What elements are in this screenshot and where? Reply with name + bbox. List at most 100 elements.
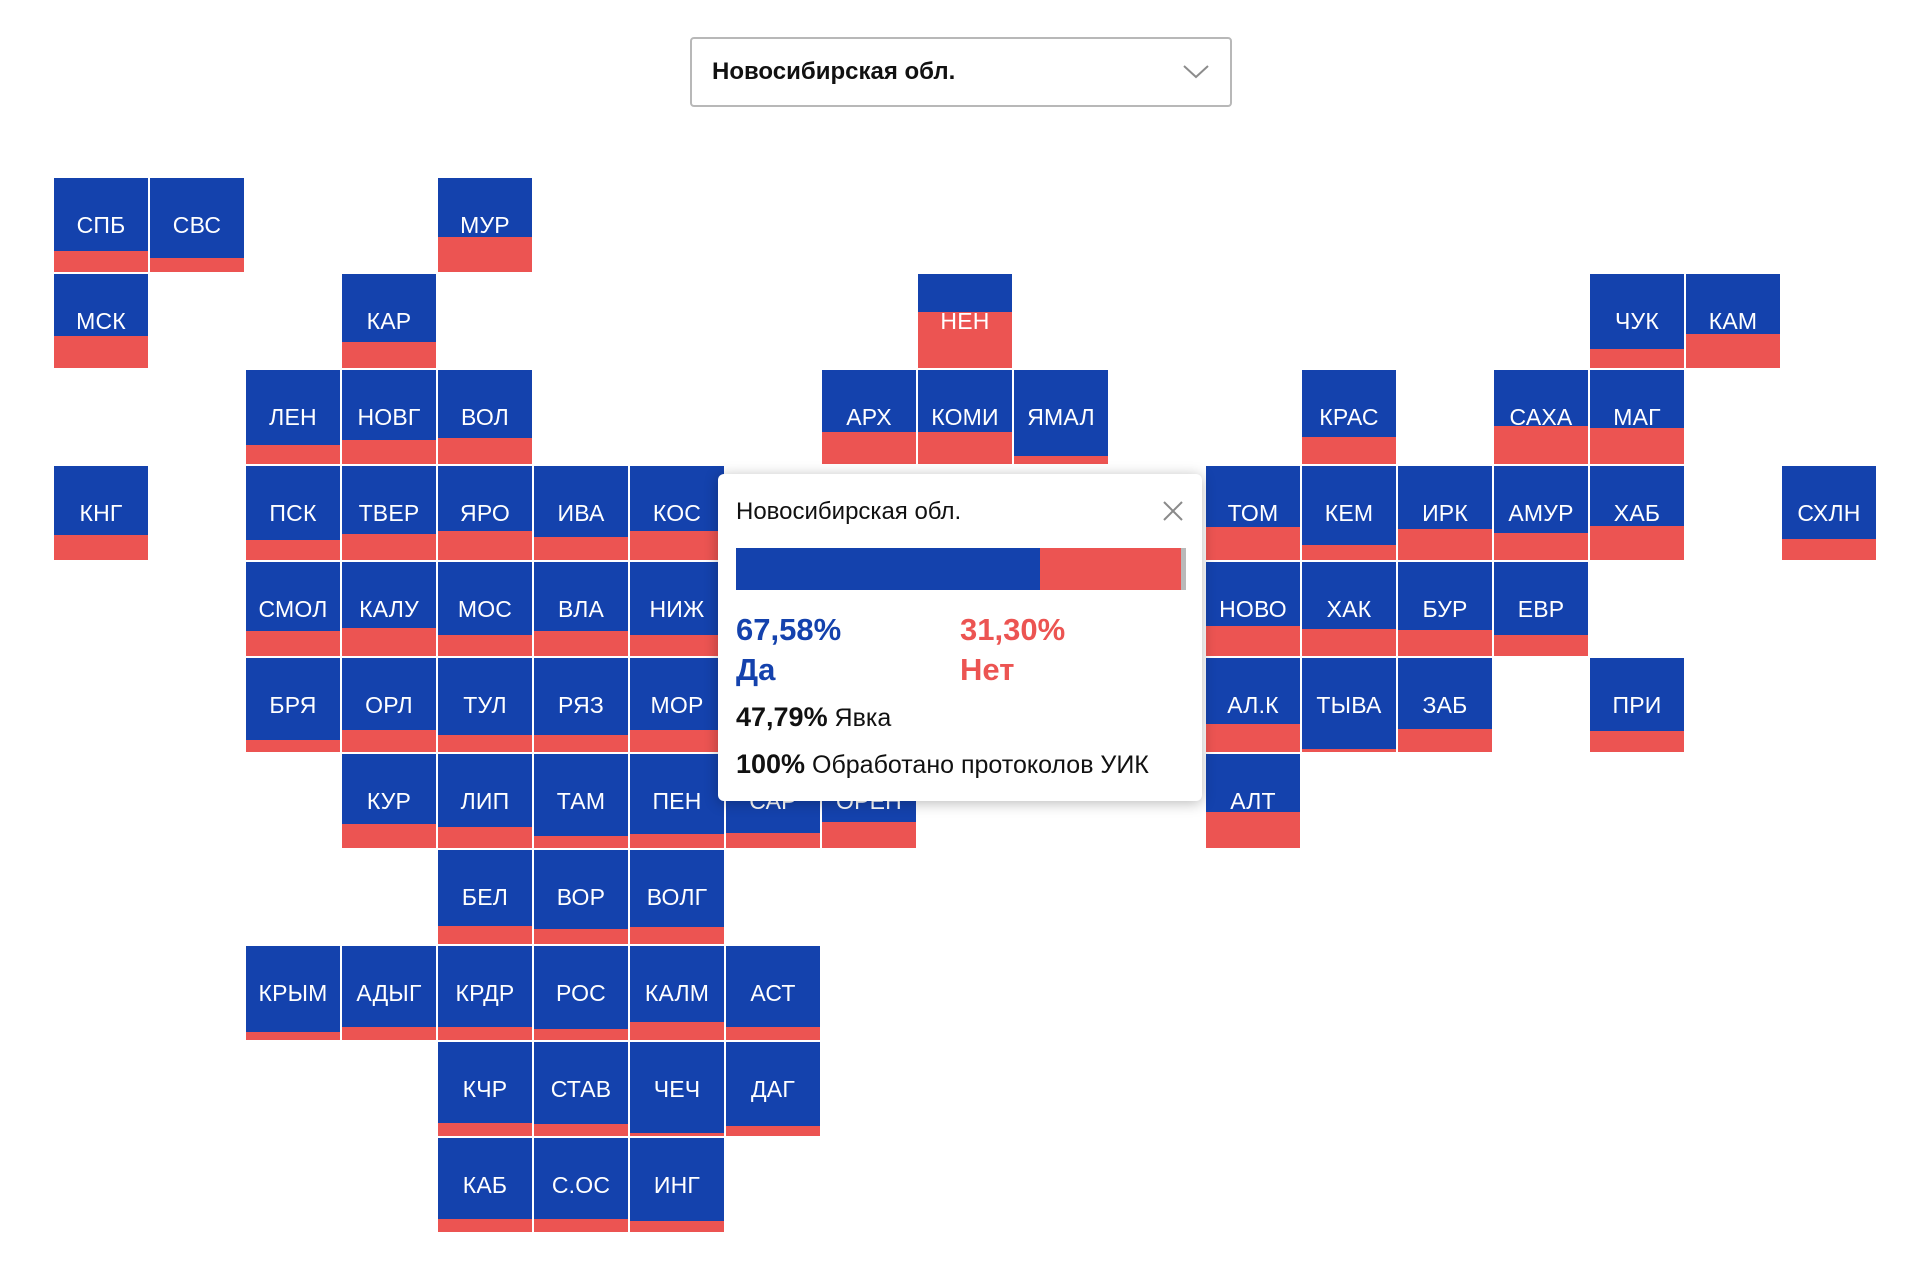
region-code: КОС: [652, 499, 702, 526]
region-tile[interactable]: СТАВ: [534, 1042, 628, 1136]
region-tile[interactable]: НОВО: [1206, 562, 1300, 656]
region-tile[interactable]: САХА: [1494, 370, 1588, 464]
region-tile[interactable]: ЧУК: [1590, 274, 1684, 368]
region-yes-fill: [534, 754, 628, 836]
region-tile[interactable]: ТАМ: [534, 754, 628, 848]
region-yes-fill: [54, 178, 148, 252]
region-tile[interactable]: АДЫГ: [342, 946, 436, 1040]
region-tile[interactable]: ТУЛ: [438, 658, 532, 752]
region-tile[interactable]: КАМ: [1686, 274, 1780, 368]
region-code: ЧУК: [1615, 307, 1659, 334]
region-tile[interactable]: ИНГ: [630, 1138, 724, 1232]
region-tile[interactable]: АСТ: [726, 946, 820, 1040]
region-yes-fill: [1302, 466, 1396, 545]
region-yes-fill: [438, 466, 532, 531]
region-tile[interactable]: ПРИ: [1590, 658, 1684, 752]
region-tile[interactable]: РЯЗ: [534, 658, 628, 752]
region-yes-fill: [630, 562, 724, 636]
region-tile[interactable]: ПСК: [246, 466, 340, 560]
region-tile[interactable]: БРЯ: [246, 658, 340, 752]
region-tile[interactable]: ИВА: [534, 466, 628, 560]
region-tile[interactable]: КАБ: [438, 1138, 532, 1232]
region-select-value: Новосибирская обл.: [712, 58, 956, 85]
region-tile[interactable]: НИЖ: [630, 562, 724, 656]
region-tile[interactable]: МСК: [54, 274, 148, 368]
region-code: КЧР: [462, 1075, 508, 1102]
region-tile[interactable]: ЯРО: [438, 466, 532, 560]
region-tile[interactable]: КРЫМ: [246, 946, 340, 1040]
region-tile[interactable]: КРДР: [438, 946, 532, 1040]
region-tile[interactable]: ЛИП: [438, 754, 532, 848]
turnout-row: 47,79% Явка: [736, 702, 891, 733]
region-yes-fill: [342, 946, 436, 1027]
region-tile[interactable]: МАГ: [1590, 370, 1684, 464]
region-tile[interactable]: ОРЛ: [342, 658, 436, 752]
region-code: ТВЕР: [358, 499, 420, 526]
region-tile[interactable]: КОМИ: [918, 370, 1012, 464]
region-code: РЯЗ: [558, 691, 604, 718]
region-tile[interactable]: АМУР: [1494, 466, 1588, 560]
region-yes-fill: [1398, 562, 1492, 630]
region-tile[interactable]: КАЛУ: [342, 562, 436, 656]
region-tile[interactable]: ХАБ: [1590, 466, 1684, 560]
region-yes-fill: [630, 1138, 724, 1221]
region-code: НЕН: [940, 307, 990, 334]
region-tile[interactable]: СХЛН: [1782, 466, 1876, 560]
region-select[interactable]: Новосибирская обл.: [690, 37, 1232, 107]
region-tile[interactable]: ДАГ: [726, 1042, 820, 1136]
region-tile[interactable]: ХАК: [1302, 562, 1396, 656]
region-tile[interactable]: ВОЛГ: [630, 850, 724, 944]
region-tile[interactable]: РОС: [534, 946, 628, 1040]
region-tile[interactable]: ЗАБ: [1398, 658, 1492, 752]
region-tile[interactable]: ПЕН: [630, 754, 724, 848]
region-tile[interactable]: АЛТ: [1206, 754, 1300, 848]
region-tile[interactable]: ТЫВА: [1302, 658, 1396, 752]
region-tile[interactable]: ВОЛ: [438, 370, 532, 464]
region-tile[interactable]: КОС: [630, 466, 724, 560]
region-tile[interactable]: МУР: [438, 178, 532, 272]
region-code: ТУЛ: [463, 691, 507, 718]
region-tile[interactable]: МОС: [438, 562, 532, 656]
region-tile[interactable]: ЛЕН: [246, 370, 340, 464]
close-icon[interactable]: [1161, 499, 1185, 523]
region-yes-fill: [246, 370, 340, 446]
region-tile[interactable]: КНГ: [54, 466, 148, 560]
region-tile[interactable]: ТВЕР: [342, 466, 436, 560]
region-tile[interactable]: КАР: [342, 274, 436, 368]
region-tile[interactable]: ЧЕЧ: [630, 1042, 724, 1136]
region-yes-fill: [246, 562, 340, 631]
region-code: ЗАБ: [1422, 691, 1468, 718]
region-tile[interactable]: КРАС: [1302, 370, 1396, 464]
region-tile[interactable]: НОВГ: [342, 370, 436, 464]
region-tile[interactable]: ТОМ: [1206, 466, 1300, 560]
region-tile[interactable]: КЕМ: [1302, 466, 1396, 560]
region-tile[interactable]: КУР: [342, 754, 436, 848]
yes-percent: 67,58%: [736, 612, 842, 647]
region-tile[interactable]: СПБ: [54, 178, 148, 272]
region-tile[interactable]: БУР: [1398, 562, 1492, 656]
region-tile[interactable]: КАЛМ: [630, 946, 724, 1040]
region-tile[interactable]: СМОЛ: [246, 562, 340, 656]
region-tile[interactable]: С.ОС: [534, 1138, 628, 1232]
region-code: АСТ: [750, 979, 796, 1006]
region-tile[interactable]: ВОР: [534, 850, 628, 944]
region-yes-fill: [1590, 370, 1684, 429]
region-tile[interactable]: МОР: [630, 658, 724, 752]
region-tile[interactable]: ВЛА: [534, 562, 628, 656]
region-tile[interactable]: НЕН: [918, 274, 1012, 368]
region-tile[interactable]: БЕЛ: [438, 850, 532, 944]
region-tile[interactable]: АЛ.К: [1206, 658, 1300, 752]
region-tile[interactable]: АРХ: [822, 370, 916, 464]
region-yes-fill: [438, 562, 532, 636]
region-tile[interactable]: ЯМАЛ: [1014, 370, 1108, 464]
region-tile[interactable]: ИРК: [1398, 466, 1492, 560]
region-tile[interactable]: ЕВР: [1494, 562, 1588, 656]
region-tile[interactable]: КЧР: [438, 1042, 532, 1136]
result-bar-no: [1040, 548, 1181, 590]
region-yes-fill: [1206, 562, 1300, 626]
region-yes-fill: [438, 946, 532, 1027]
region-tile[interactable]: СВС: [150, 178, 244, 272]
region-yes-fill: [342, 466, 436, 534]
region-code: КАР: [366, 307, 412, 334]
